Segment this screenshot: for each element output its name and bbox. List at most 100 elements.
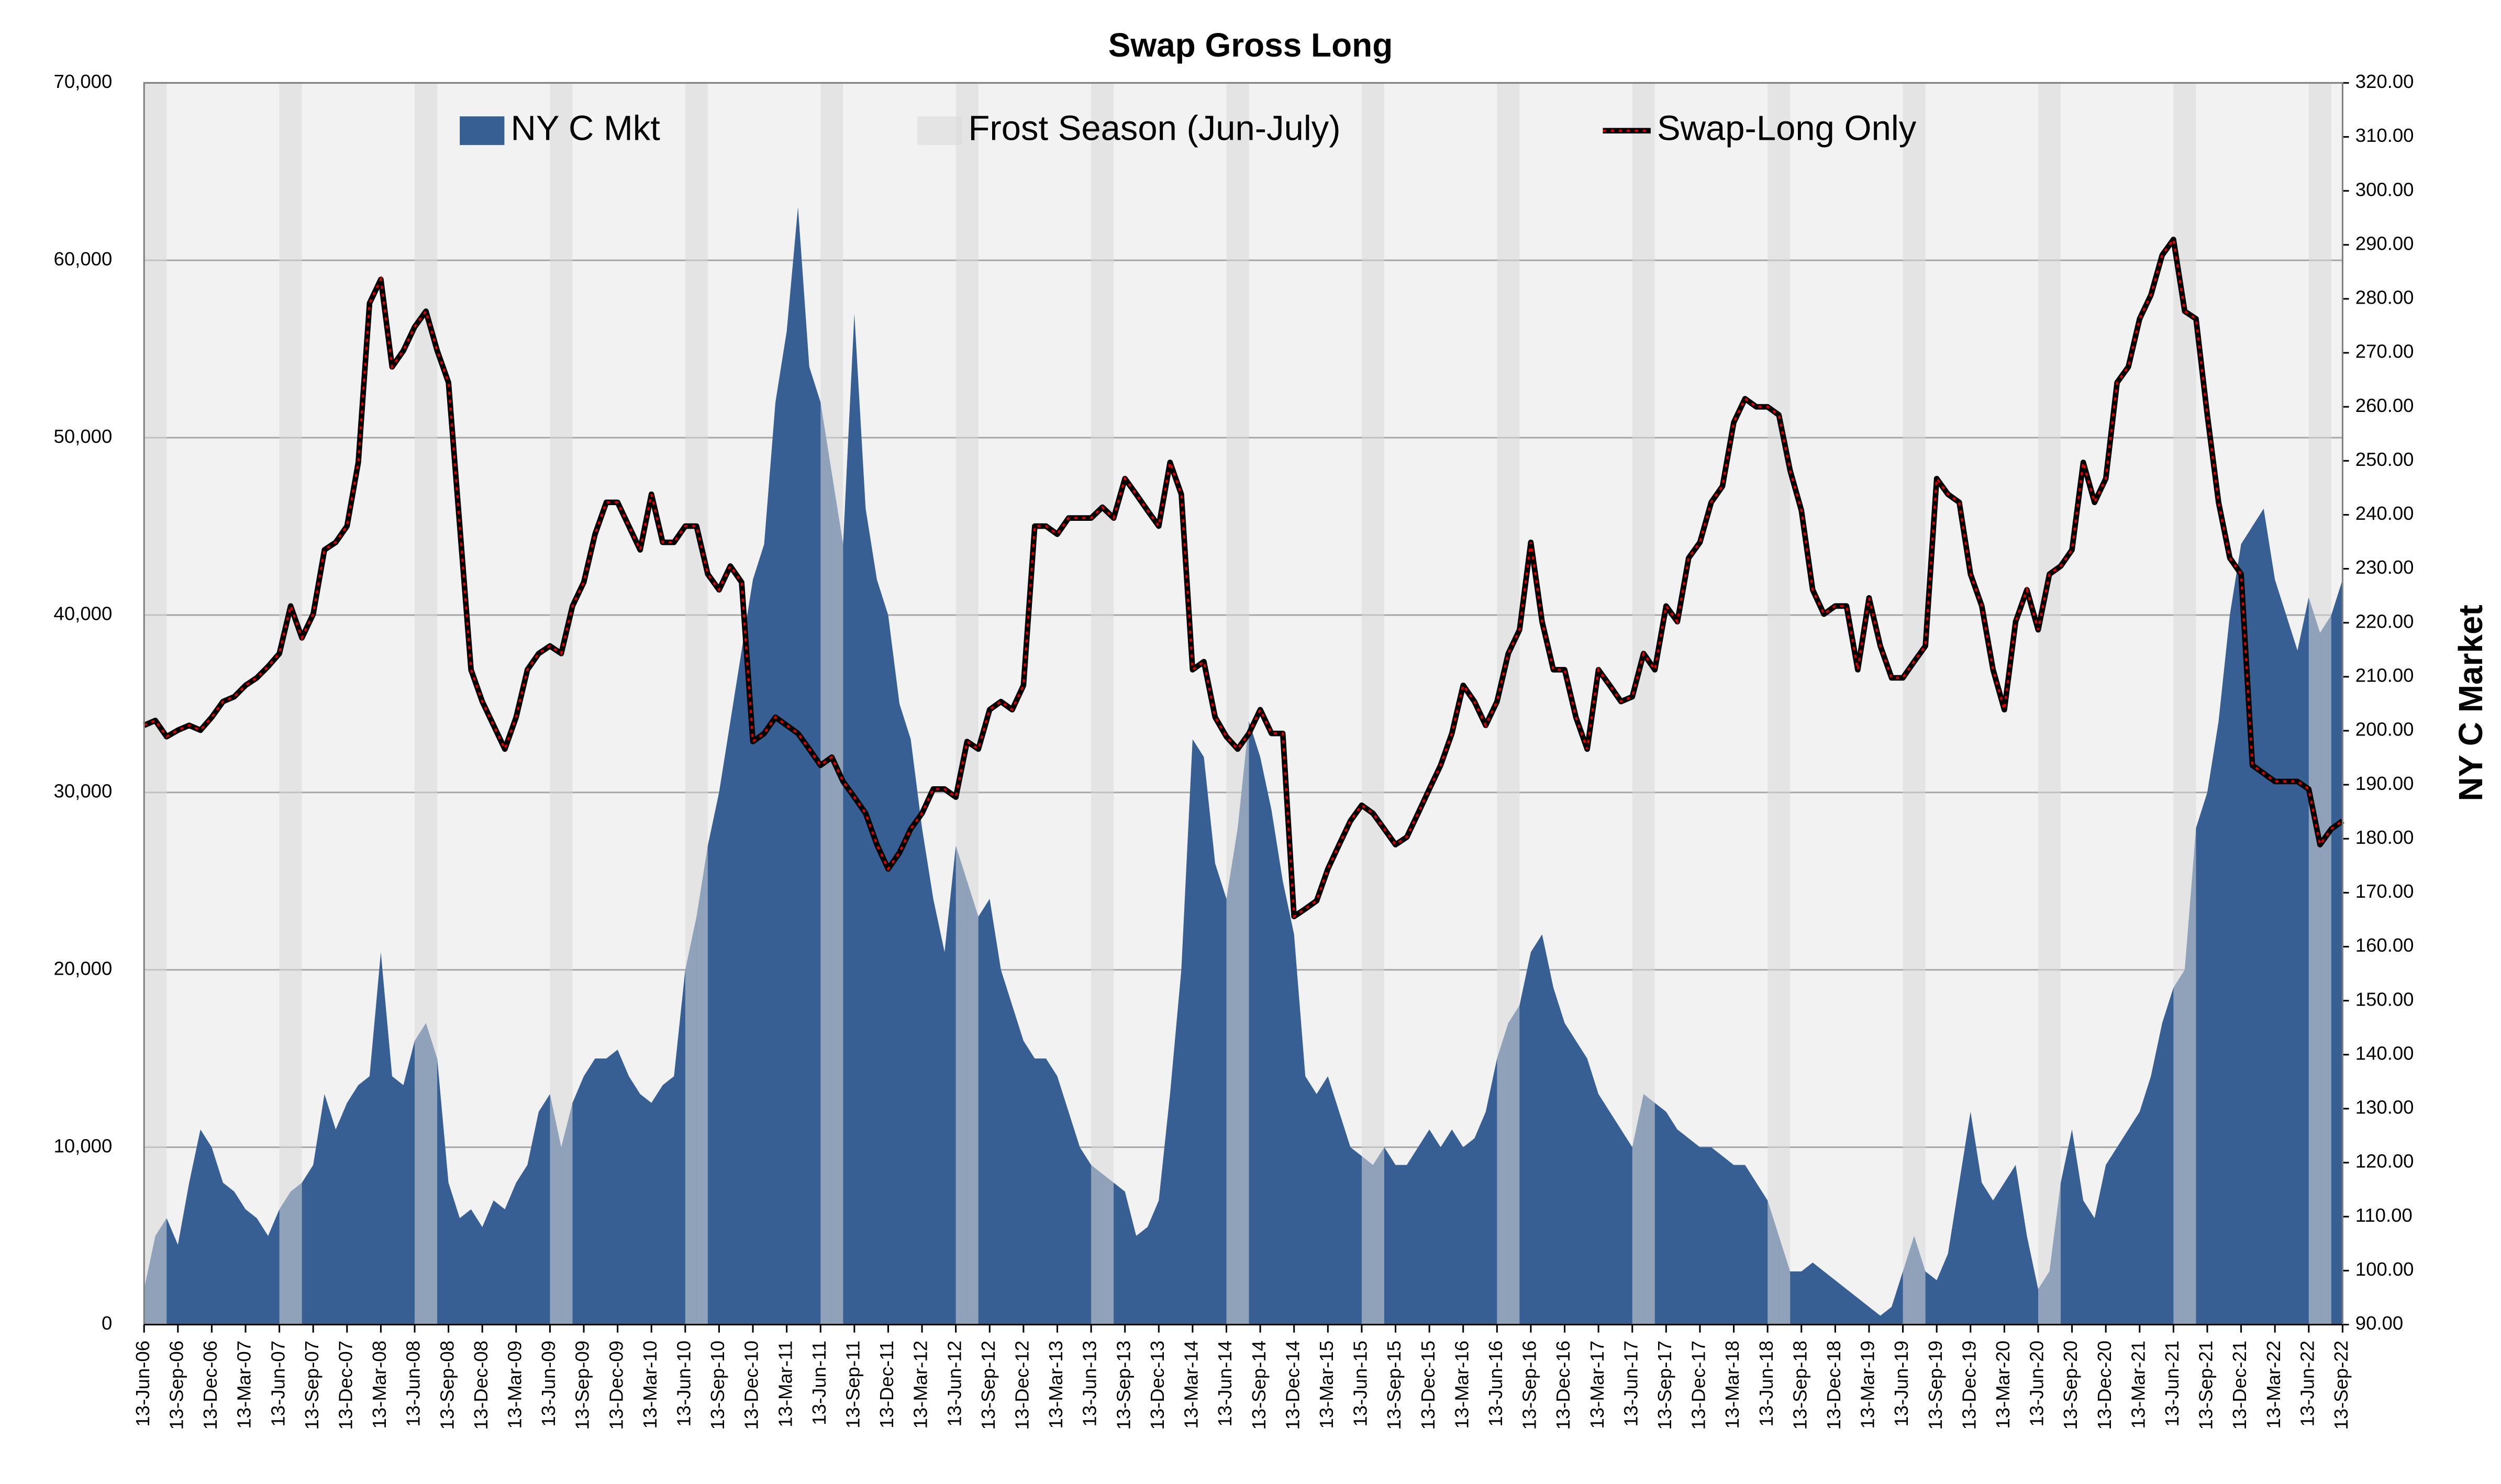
x-tick-label: 13-Mar-14 <box>1181 1341 1202 1429</box>
y2-axis-label: NY C Market <box>2452 605 2489 801</box>
x-tick-label: 13-Mar-17 <box>1586 1341 1608 1429</box>
frost-band <box>2184 83 2196 1325</box>
x-tick-label: 13-Mar-16 <box>1451 1341 1472 1429</box>
y-tick-label: 10,000 <box>54 1135 113 1156</box>
frost-band <box>1373 83 1384 1325</box>
x-tick-label: 13-Sep-11 <box>842 1341 864 1429</box>
x-tick-label: 13-Dec-07 <box>335 1341 356 1430</box>
x-tick-label: 13-Mar-09 <box>504 1341 525 1429</box>
y2-tick-label: 240.00 <box>2355 503 2414 524</box>
x-tick-label: 13-Dec-10 <box>741 1341 762 1430</box>
y2-tick-label: 300.00 <box>2355 178 2414 200</box>
x-tick-label: 13-Mar-22 <box>2263 1341 2284 1429</box>
y2-tick-label: 170.00 <box>2355 880 2414 902</box>
y2-tick-label: 270.00 <box>2355 341 2414 362</box>
x-tick-label: 13-Sep-17 <box>1654 1341 1675 1430</box>
frost-band <box>831 83 843 1325</box>
x-tick-label: 13-Dec-12 <box>1011 1341 1033 1430</box>
x-tick-label: 13-Dec-11 <box>876 1341 897 1429</box>
y-tick-label: 50,000 <box>54 426 113 447</box>
x-tick-label: 13-Sep-14 <box>1248 1341 1270 1430</box>
x-tick-label: 13-Mar-15 <box>1316 1341 1337 1429</box>
x-tick-label: 13-Jun-18 <box>1755 1341 1777 1427</box>
frost-band <box>967 83 979 1325</box>
frost-band <box>820 83 832 1325</box>
legend-label: Frost Season (Jun-July) <box>969 108 1341 148</box>
x-tick-label: 13-Mar-07 <box>234 1341 255 1429</box>
frost-band <box>1497 83 1508 1325</box>
y2-tick-label: 160.00 <box>2355 934 2414 956</box>
x-tick-label: 13-Mar-19 <box>1857 1341 1878 1429</box>
x-tick-label: 13-Dec-16 <box>1552 1341 1574 1430</box>
y2-tick-label: 190.00 <box>2355 773 2414 794</box>
frost-band <box>955 83 968 1325</box>
x-tick-label: 13-Mar-11 <box>774 1341 796 1427</box>
frost-band <box>696 83 708 1325</box>
x-tick-label: 13-Jun-21 <box>2161 1341 2183 1427</box>
y2-tick-label: 140.00 <box>2355 1042 2414 1064</box>
x-tick-label: 13-Jun-16 <box>1485 1341 1506 1427</box>
y2-tick-label: 230.00 <box>2355 556 2414 578</box>
chart-title: Swap Gross Long <box>1108 26 1393 64</box>
y2-tick-label: 200.00 <box>2355 719 2414 740</box>
frost-band <box>1914 83 1926 1325</box>
x-tick-label: 13-Mar-13 <box>1045 1341 1066 1429</box>
x-tick-label: 13-Dec-18 <box>1823 1341 1844 1430</box>
x-tick-label: 13-Dec-21 <box>2229 1341 2250 1430</box>
y2-tick-label: 180.00 <box>2355 827 2414 848</box>
frost-band <box>2173 83 2185 1325</box>
frost-band <box>1632 83 1644 1325</box>
legend-swatch <box>917 116 962 146</box>
frost-band <box>1091 83 1103 1325</box>
frost-band <box>279 83 291 1325</box>
y2-tick-label: 100.00 <box>2355 1258 2414 1280</box>
x-tick-label: 13-Sep-16 <box>1519 1341 1540 1430</box>
y2-tick-label: 120.00 <box>2355 1151 2414 1172</box>
frost-band <box>1361 83 1373 1325</box>
y-tick-label: 40,000 <box>54 603 113 624</box>
frost-band <box>1238 83 1249 1325</box>
y2-tick-label: 280.00 <box>2355 287 2414 308</box>
x-tick-label: 13-Jun-09 <box>538 1341 559 1427</box>
x-tick-label: 13-Sep-22 <box>2330 1341 2352 1430</box>
x-tick-label: 13-Jun-15 <box>1350 1341 1371 1427</box>
x-tick-label: 13-Sep-10 <box>707 1341 728 1430</box>
x-tick-label: 13-Sep-08 <box>436 1341 458 1430</box>
x-tick-label: 13-Jun-20 <box>2026 1341 2048 1427</box>
line-dash <box>143 236 2343 919</box>
y-tick-label: 20,000 <box>54 957 113 979</box>
x-tick-label: 13-Dec-09 <box>605 1341 627 1430</box>
frost-band <box>2320 83 2331 1325</box>
x-tick-label: 13-Sep-12 <box>977 1341 999 1430</box>
x-tick-label: 13-Mar-10 <box>639 1341 661 1429</box>
frost-band <box>1508 83 1520 1325</box>
frost-band <box>1779 83 1791 1325</box>
frost-band <box>415 83 426 1325</box>
x-tick-label: 13-Sep-13 <box>1113 1341 1134 1430</box>
frost-band <box>1643 83 1655 1325</box>
y2-tick-label: 130.00 <box>2355 1097 2414 1118</box>
x-tick-label: 13-Dec-20 <box>2094 1341 2115 1430</box>
x-tick-label: 13-Mar-18 <box>1721 1341 1743 1429</box>
x-tick-label: 13-Mar-21 <box>2127 1341 2149 1429</box>
x-tick-label: 13-Jun-10 <box>673 1341 694 1427</box>
y2-tick-label: 290.00 <box>2355 232 2414 254</box>
y-tick-label: 30,000 <box>54 780 113 802</box>
y2-tick-label: 260.00 <box>2355 395 2414 416</box>
frost-band <box>291 83 302 1325</box>
x-tick-label: 13-Sep-09 <box>572 1341 593 1430</box>
x-tick-label: 13-Jun-06 <box>132 1341 153 1427</box>
legend-label: Swap-Long Only <box>1657 108 1917 148</box>
x-tick-label: 13-Dec-15 <box>1417 1341 1439 1430</box>
frost-band <box>1226 83 1238 1325</box>
x-tick-label: 13-Jun-13 <box>1079 1341 1101 1427</box>
frost-band <box>426 83 438 1325</box>
y2-tick-label: 90.00 <box>2355 1312 2403 1334</box>
frost-band <box>2049 83 2061 1325</box>
x-tick-label: 13-Jun-14 <box>1214 1341 1236 1427</box>
frost-band <box>1102 83 1114 1325</box>
x-tick-label: 13-Sep-20 <box>2060 1341 2081 1430</box>
y-tick-label: 70,000 <box>54 71 113 92</box>
